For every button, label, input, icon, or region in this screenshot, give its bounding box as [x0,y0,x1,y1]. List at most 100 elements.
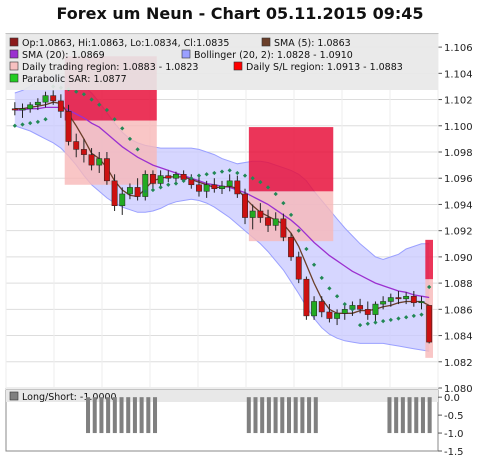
candle-body [96,158,103,166]
sar-point [127,136,133,142]
sar-point [35,119,40,124]
candle-body [150,174,156,184]
sar-point [334,294,340,299]
sar-point [396,316,401,321]
long-short-bar [260,397,265,434]
sar-point [373,320,378,325]
candle-body [257,210,264,218]
sar-point [242,173,248,178]
candle-body [295,256,302,280]
sar-point [235,170,240,176]
candle-body [311,301,318,317]
long-short-bar [99,397,104,434]
long-short-bar [400,397,405,434]
sl-region [425,239,433,280]
long-short-bar [92,397,97,434]
long-short-bar [414,397,419,434]
long-short-bar [387,397,392,434]
long-short-bar [293,397,298,434]
candle-body [219,185,225,189]
sar-point [411,313,416,319]
long-short-bar [300,397,305,434]
sar-point [388,317,393,322]
sar-point [173,181,179,186]
candle-body [410,295,417,304]
sub-y-tick-label: -0.5 [444,411,464,422]
candle-body [57,100,64,112]
sub-y-tick-label: -1.0 [444,429,464,440]
candle-body [103,158,110,182]
candle-body [334,313,341,319]
sar-point [81,92,87,97]
legend-label: SMA (20): 1.0869 [22,50,105,61]
long-short-bar [86,397,91,434]
sar-point [296,228,301,233]
chart-title: Forex um Neun - Chart 05.11.2015 09:45 [56,4,424,23]
long-short-bar [427,397,432,434]
sar-point [150,187,156,193]
candle-body [203,184,210,192]
y-tick-label: 1.104 [444,69,473,80]
candle-body [27,104,34,109]
candle-body [88,154,95,166]
candle-body [34,101,41,106]
long-short-bar [313,397,318,434]
sar-point [204,172,209,177]
legend-swatch [9,49,19,59]
candle-body [42,95,49,103]
long-short-bar [106,397,111,434]
long-short-bar [246,397,251,434]
long-short-bar [420,397,425,434]
sar-point [212,170,217,176]
long-short-bar [139,397,144,434]
sar-point [327,286,332,291]
y-tick-label: 1.096 [444,174,473,185]
legend-label: Bollinger (20, 2): 1.0828 - 1.0910 [194,50,353,61]
sar-point [43,117,48,122]
long-short-bar [126,397,131,434]
y-tick-label: 1.084 [444,332,473,343]
candle-body [11,108,18,111]
candle-body [280,218,287,238]
candle-body [395,297,402,300]
long-short-bar [119,397,124,434]
long-short-bar [112,397,117,434]
candle-body [165,175,172,179]
sar-point [143,189,148,194]
sar-point [189,176,194,181]
sar-point [311,262,317,267]
candle-body [372,303,379,315]
sub-legend-swatch [9,391,19,401]
legend-label: Daily S/L region: 1.0913 - 1.0883 [246,62,403,73]
sar-point [273,191,278,197]
sar-point [74,89,79,94]
candle-body [157,175,164,184]
y-tick-label: 1.090 [444,253,473,264]
candle-body [380,301,387,305]
sar-point [419,312,424,317]
sar-point [97,102,102,107]
long-short-bar [307,397,312,434]
sar-point [365,321,370,326]
y-tick-label: 1.088 [444,279,473,290]
long-short-bar [132,397,137,434]
legend-swatch [233,61,243,71]
candle-body [288,236,294,258]
candle-body [142,174,149,197]
long-short-bar [273,397,278,434]
sar-point [135,147,140,152]
sar-point [250,176,255,181]
candle-body [242,193,248,218]
sar-point [342,301,347,307]
sar-point [20,122,25,127]
candle-body [234,180,241,195]
sub-legend-label: Long/Short: -1.0000 [22,392,117,403]
y-tick-label: 1.086 [444,305,473,316]
candle-body [303,278,310,317]
sar-point [381,319,386,324]
candle-body [196,184,202,192]
candle-body [364,309,371,315]
candle-body [73,141,80,150]
y-tick-label: 1.098 [444,148,473,159]
candle-body [126,187,133,195]
